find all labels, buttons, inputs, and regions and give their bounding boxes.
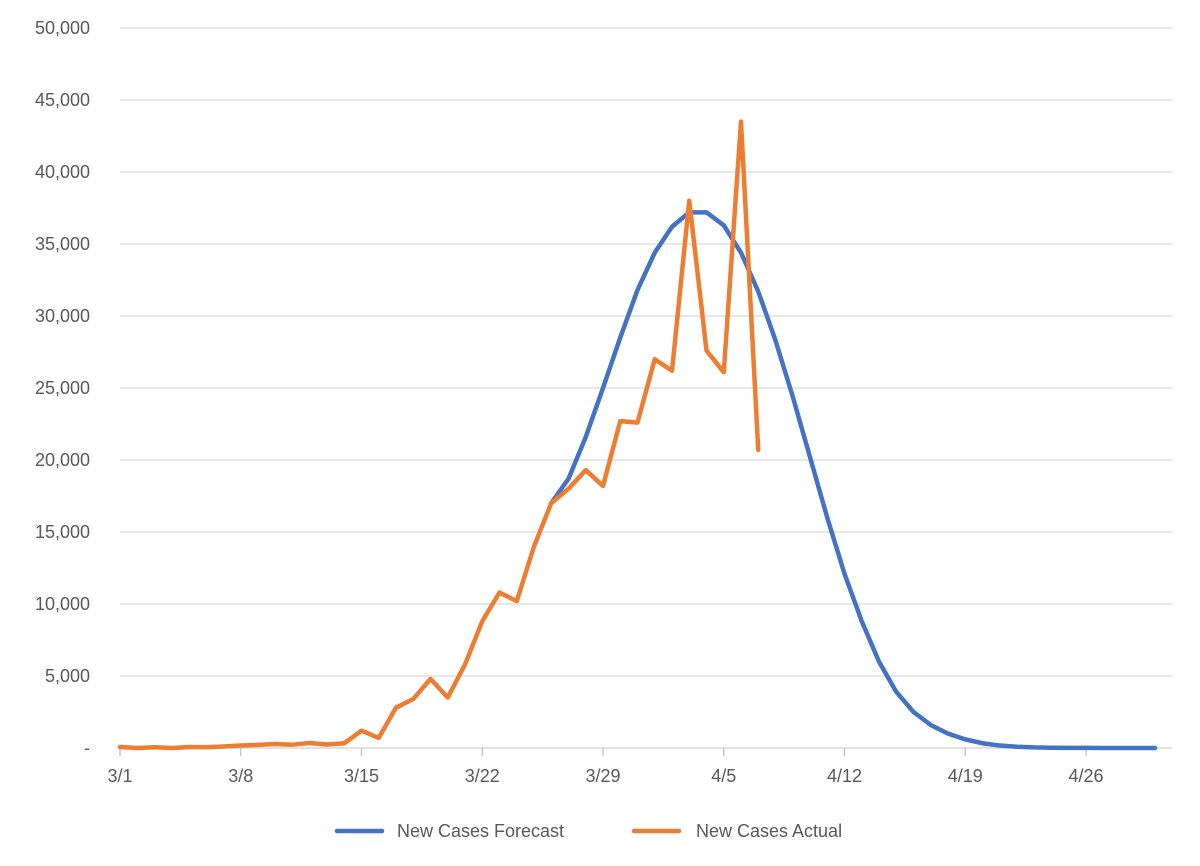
gridlines	[120, 27, 1172, 677]
x-tick-label: 4/19	[948, 766, 983, 786]
x-tick-label: 4/12	[827, 766, 862, 786]
y-tick-label: 40,000	[35, 162, 90, 182]
y-tick-label: -	[84, 738, 90, 758]
y-tick-label: 15,000	[35, 522, 90, 542]
y-tick-label: 35,000	[35, 234, 90, 254]
y-tick-label: 10,000	[35, 594, 90, 614]
legend-label: New Cases Forecast	[397, 821, 564, 841]
x-tick-label: 3/22	[465, 766, 500, 786]
x-tick-label: 3/15	[344, 766, 379, 786]
x-tick-label: 3/29	[585, 766, 620, 786]
series-lines	[117, 119, 1158, 751]
axes: - 5,000 10,000 15,000 20,000 25,000 30,000 35,0…	[35, 18, 1172, 786]
y-tick-label: 30,000	[35, 306, 90, 326]
x-tick-label: 4/5	[711, 766, 736, 786]
y-tick-label: 45,000	[35, 90, 90, 110]
y-tick-label: 20,000	[35, 450, 90, 470]
legend-label: New Cases Actual	[696, 821, 842, 841]
y-tick-label: 25,000	[35, 378, 90, 398]
x-tick-label: 4/26	[1068, 766, 1103, 786]
legend: New Cases Forecast New Cases Actual	[334, 821, 842, 841]
y-tick-label: 50,000	[35, 18, 90, 38]
x-tick-label: 3/8	[228, 766, 253, 786]
x-tick-label: 3/1	[107, 766, 132, 786]
y-tick-label: 5,000	[45, 666, 90, 686]
series-line-actual	[117, 119, 761, 751]
series-line-forecast	[549, 210, 1158, 751]
